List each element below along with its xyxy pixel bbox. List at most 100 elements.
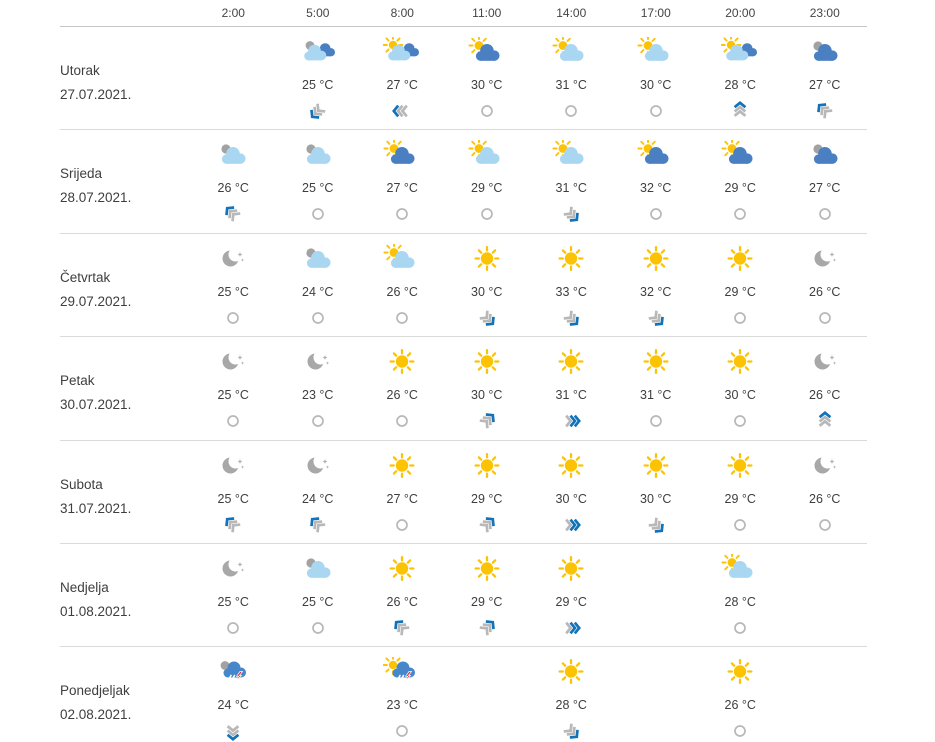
calm-icon	[730, 618, 750, 638]
sun-icon	[552, 553, 590, 585]
forecast-cell: 30 °C	[529, 441, 614, 543]
forecast-cell: 31 °C	[614, 337, 699, 439]
forecast-cell: 26 °C	[698, 647, 783, 742]
forecast-cell	[783, 647, 868, 742]
sun-light-cloud-icon	[721, 553, 759, 585]
forecast-cell: 27 °C	[360, 130, 445, 232]
time-label: 11:00	[472, 6, 502, 20]
forecast-cell: 28 °C	[698, 27, 783, 129]
moon-icon	[214, 553, 252, 585]
day-row[interactable]: Ponedjeljak 02.08.2021. 24 °C 23 °C 28 °C 26 …	[60, 647, 867, 742]
forecast-cell	[783, 544, 868, 646]
forecast-cell: 32 °C	[614, 234, 699, 336]
forecast-cell: 27 °C	[783, 130, 868, 232]
sun-icon	[468, 553, 506, 585]
calm-icon	[730, 411, 750, 431]
forecast-cell: 24 °C	[276, 234, 361, 336]
time-label: 5:00	[306, 6, 330, 20]
temperature-label: 30 °C	[640, 491, 672, 506]
wind-direction-nw-icon	[308, 515, 328, 535]
calm-icon	[223, 618, 243, 638]
day-row[interactable]: Četvrtak 29.07.2021. 25 °C 24 °C 26 °C 30 °C 3…	[60, 234, 867, 338]
calm-icon	[308, 308, 328, 328]
calm-icon	[730, 721, 750, 741]
wind-direction-se-icon	[646, 515, 666, 535]
sun-dark-cloud-icon	[468, 36, 506, 68]
temperature-label: 31 °C	[555, 388, 587, 403]
temperature-label: 33 °C	[555, 284, 587, 299]
forecast-cell: 24 °C	[276, 441, 361, 543]
temperature-label: 27 °C	[386, 491, 418, 506]
forecast-cell: 26 °C	[783, 337, 868, 439]
sun-icon	[468, 450, 506, 482]
wind-direction-nw-icon	[815, 101, 835, 121]
forecast-cell: 27 °C	[360, 27, 445, 129]
calm-icon	[223, 308, 243, 328]
forecast-cell: 25 °C	[191, 441, 276, 543]
day-row[interactable]: Utorak 27.07.2021. 25 °C 27 °C 30 °C 31 °C 30 …	[60, 27, 867, 131]
day-name: Nedjelja	[60, 579, 109, 595]
forecast-cell: 30 °C	[445, 337, 530, 439]
temperature-label: 29 °C	[471, 181, 503, 196]
wind-direction-e2-icon	[561, 618, 582, 638]
calm-icon	[223, 411, 243, 431]
wind-direction-nw-icon	[392, 618, 412, 638]
calm-icon	[730, 204, 750, 224]
forecast-cell: 31 °C	[529, 27, 614, 129]
wind-direction-sw-icon	[308, 101, 328, 121]
sun-icon	[468, 346, 506, 378]
forecast-cell: 28 °C	[529, 647, 614, 742]
forecast-cell: 31 °C	[529, 130, 614, 232]
forecast-cell: 29 °C	[698, 234, 783, 336]
temperature-label: 29 °C	[724, 491, 756, 506]
forecast-cell: 30 °C	[614, 27, 699, 129]
sun-light-cloud-icon	[552, 139, 590, 171]
wind-direction-nw-icon	[223, 204, 243, 224]
temperature-label: 24 °C	[217, 698, 249, 713]
day-date: 02.08.2021.	[60, 707, 132, 723]
day-name: Ponedjeljak	[60, 683, 130, 699]
sun-light-dark-cloud-icon	[721, 36, 759, 68]
calm-icon	[815, 515, 835, 535]
forecast-cell: 29 °C	[445, 544, 530, 646]
day-label: Srijeda 28.07.2021.	[60, 130, 191, 232]
day-row[interactable]: Petak 30.07.2021. 25 °C 23 °C 26 °C 30 °C 31 °…	[60, 337, 868, 441]
forecast-cell: 30 °C	[614, 441, 699, 543]
temperature-label: 29 °C	[724, 181, 756, 196]
wind-direction-n-icon	[730, 101, 750, 121]
day-date: 01.08.2021.	[60, 603, 132, 619]
wind-direction-ne-icon	[477, 411, 497, 431]
sun-icon	[721, 450, 759, 482]
temperature-label: 26 °C	[217, 181, 249, 196]
time-label: 8:00	[390, 6, 414, 20]
day-row[interactable]: Subota 31.07.2021. 25 °C 24 °C 27 °C 29 °C 30 …	[60, 441, 867, 544]
forecast-cell: 31 °C	[529, 337, 614, 439]
temperature-label: 29 °C	[471, 594, 503, 609]
day-row[interactable]: Srijeda 28.07.2021. 26 °C 25 °C 27 °C 29 °C 31…	[60, 130, 868, 234]
day-label: Subota 31.07.2021.	[60, 441, 191, 543]
forecast-cell	[614, 647, 699, 742]
forecast-cell: 23 °C	[276, 337, 361, 439]
day-date: 28.07.2021.	[60, 190, 132, 206]
calm-icon	[646, 411, 666, 431]
temperature-label: 30 °C	[555, 491, 587, 506]
calm-icon	[730, 515, 750, 535]
wind-direction-nw-icon	[223, 515, 243, 535]
forecast-cell: 26 °C	[360, 234, 445, 336]
calm-icon	[646, 204, 666, 224]
day-name: Utorak	[60, 63, 100, 78]
forecast-cell: 26 °C	[360, 544, 445, 646]
forecast-cell: 29 °C	[698, 441, 783, 543]
wind-direction-ne-icon	[477, 515, 497, 535]
wind-direction-ne-icon	[477, 618, 497, 638]
temperature-label: 30 °C	[471, 284, 503, 299]
wind-direction-n-icon	[815, 411, 835, 431]
grey-light-cloud-icon	[214, 139, 252, 171]
temperature-label: 29 °C	[471, 491, 503, 506]
temperature-label: 32 °C	[640, 181, 672, 196]
sun-icon	[637, 450, 675, 482]
temperature-label: 27 °C	[386, 181, 418, 196]
day-label: Nedjelja 01.08.2021.	[60, 544, 191, 646]
day-label: Utorak 27.07.2021.	[60, 27, 191, 129]
day-row[interactable]: Nedjelja 01.08.2021. 25 °C 25 °C 26 °C 29 °C 2…	[60, 544, 868, 648]
